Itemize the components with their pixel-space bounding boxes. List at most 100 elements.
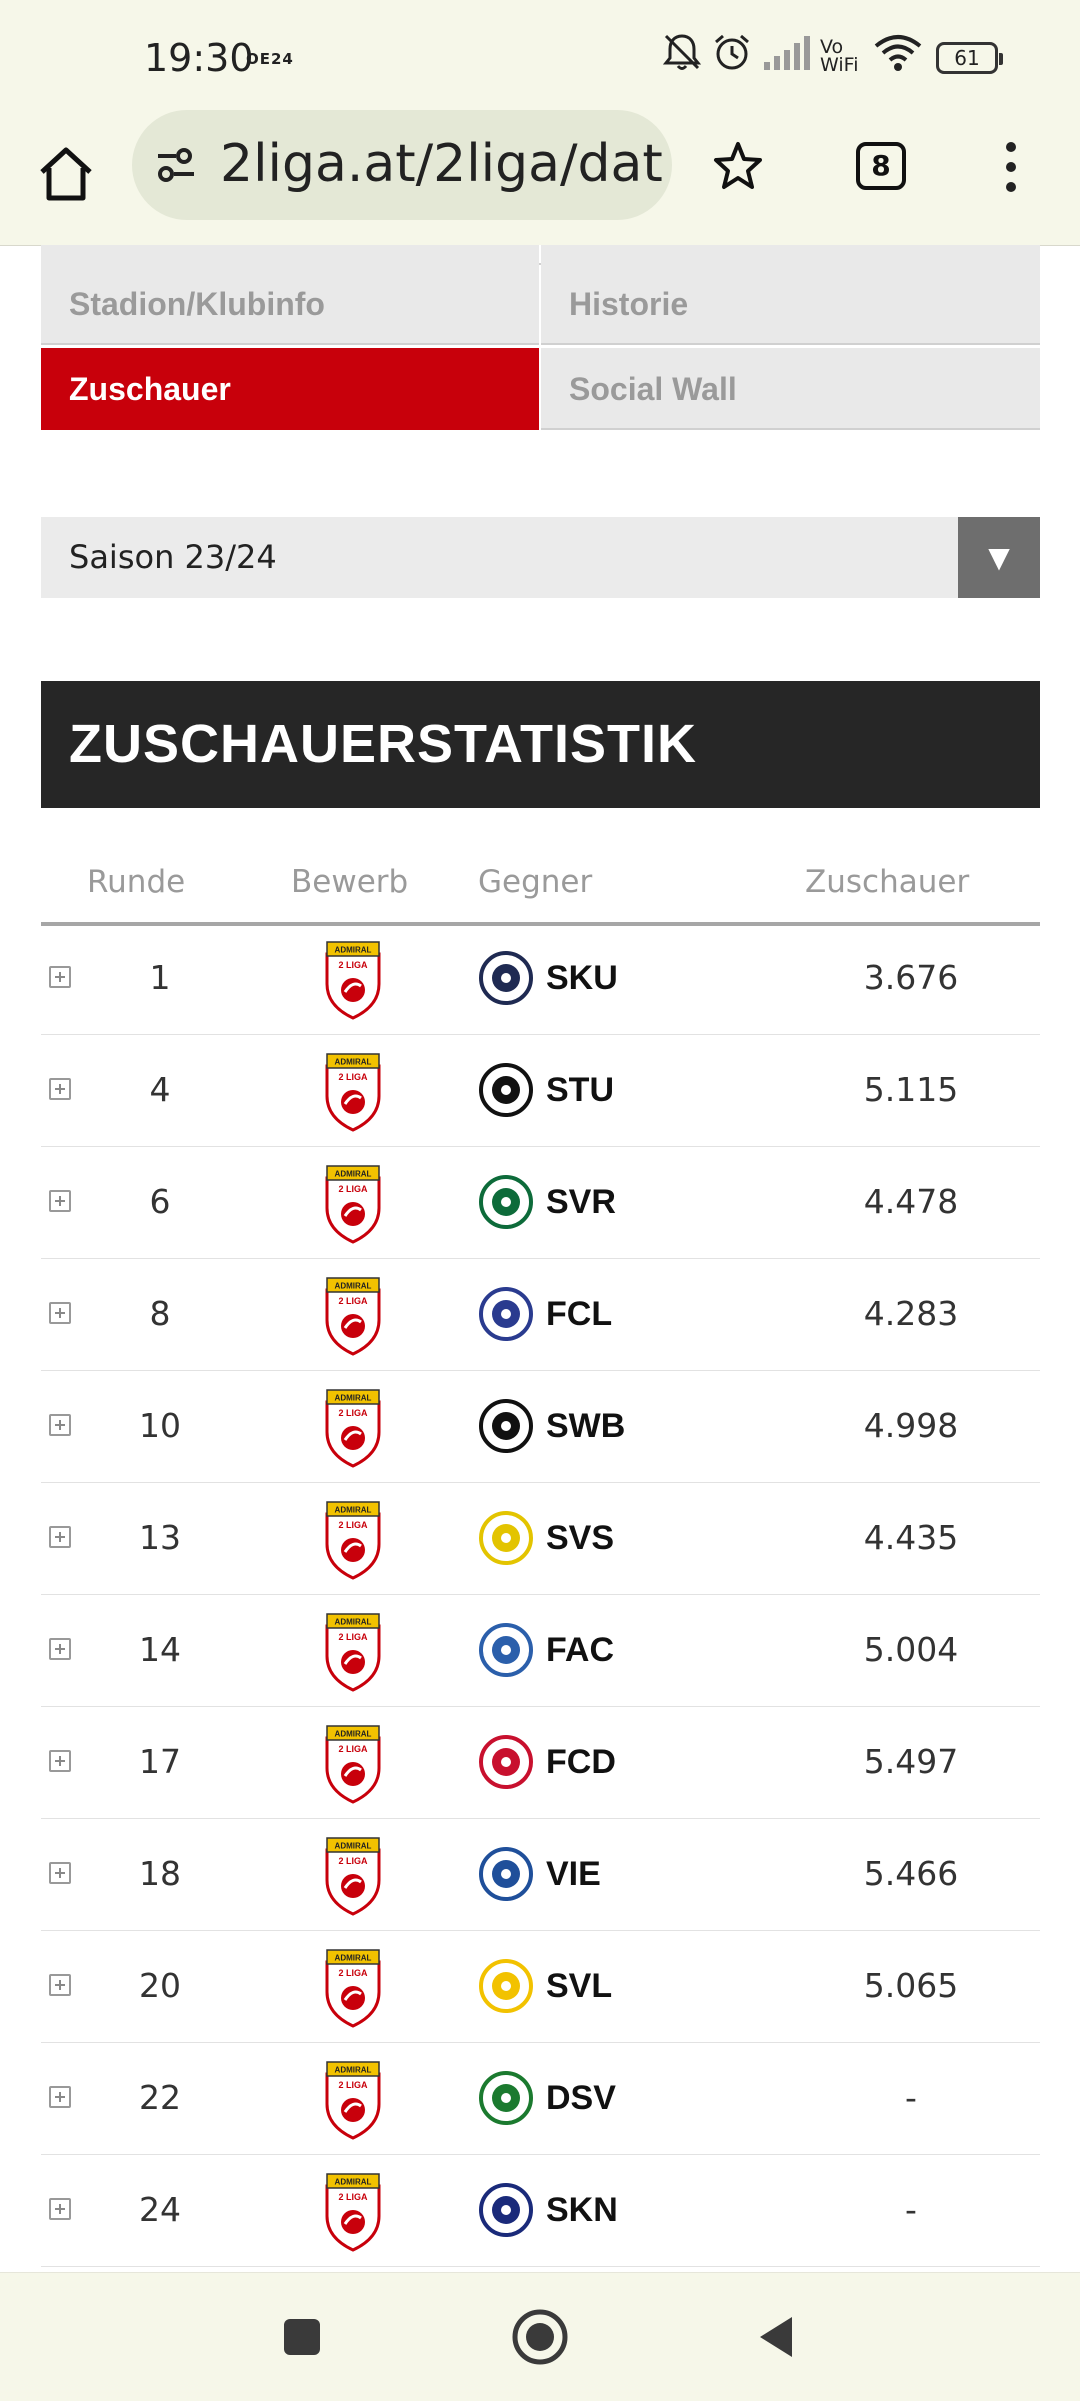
svl-crest-icon <box>479 1959 533 2013</box>
table-row[interactable]: 4 ADMIRAL 2 LIGA STU 5.115 <box>41 1034 1040 1147</box>
table-row[interactable]: 17 ADMIRAL 2 LIGA FCD 5.497 <box>41 1706 1040 1819</box>
cell-gegner: SKU <box>546 959 618 997</box>
clock: 19:30 <box>144 36 254 80</box>
section-heading: ZUSCHAUERSTATISTIK <box>41 681 1040 808</box>
svr-crest-icon <box>479 1175 533 1229</box>
swb-crest-icon <box>479 1399 533 1453</box>
table-row[interactable]: 6 ADMIRAL 2 LIGA SVR 4.478 <box>41 1146 1040 1259</box>
more-icon[interactable] <box>996 142 1026 202</box>
expand-icon[interactable] <box>49 2198 71 2220</box>
home-icon[interactable] <box>30 138 102 210</box>
cell-runde: 22 <box>139 2078 181 2117</box>
admiral-2-liga-logo-icon: ADMIRAL 2 LIGA <box>325 2173 381 2252</box>
url-text[interactable]: 2liga.at/2liga/dat <box>220 134 663 194</box>
svg-text:2 LIGA: 2 LIGA <box>338 2080 368 2090</box>
season-select[interactable]: Saison 23/24 ▼ <box>41 517 1040 598</box>
cell-gegner: FCD <box>546 1743 616 1781</box>
tabs-icon[interactable]: 8 <box>856 142 906 190</box>
svs-crest-icon <box>479 1511 533 1565</box>
cell-gegner: SVS <box>546 1519 615 1557</box>
header-gegner: Gegner <box>478 864 593 900</box>
expand-icon[interactable] <box>49 1414 71 1436</box>
vowifi-icon: Vo WiFi <box>820 36 859 76</box>
cell-zuschauer: 4.478 <box>863 1182 959 1221</box>
table-row[interactable]: 10 ADMIRAL 2 LIGA SWB 4.998 <box>41 1370 1040 1483</box>
svg-text:2 LIGA: 2 LIGA <box>338 1856 368 1866</box>
back-icon[interactable] <box>754 2313 798 2361</box>
star-icon[interactable] <box>710 138 766 194</box>
cell-gegner: SVL <box>546 1967 613 2005</box>
table-row[interactable]: 1 ADMIRAL 2 LIGA SKU 3.676 <box>41 922 1040 1035</box>
table-row[interactable]: 22 ADMIRAL 2 LIGA DSV - <box>41 2042 1040 2155</box>
expand-icon[interactable] <box>49 1526 71 1548</box>
svg-text:ADMIRAL: ADMIRAL <box>335 1170 372 1179</box>
cell-runde: 10 <box>139 1406 181 1445</box>
header-bewerb: Bewerb <box>291 864 409 900</box>
table-row[interactable]: 8 ADMIRAL 2 LIGA FCL 4.283 <box>41 1258 1040 1371</box>
tab-stadion-klubinfo[interactable]: Stadion/Klubinfo <box>41 263 539 345</box>
tab-historie[interactable]: Historie <box>541 263 1040 345</box>
recents-icon[interactable] <box>280 2315 324 2359</box>
subnav-strip <box>41 245 1040 265</box>
cell-gegner: VIE <box>546 1855 601 1893</box>
cell-gegner: SKN <box>546 2191 618 2229</box>
svg-text:ADMIRAL: ADMIRAL <box>335 1506 372 1515</box>
svg-text:2 LIGA: 2 LIGA <box>338 960 368 970</box>
cell-gegner: SVR <box>546 1183 616 1221</box>
svg-text:2 LIGA: 2 LIGA <box>338 1744 368 1754</box>
cell-runde: 18 <box>139 1854 181 1893</box>
table-row[interactable]: 18 ADMIRAL 2 LIGA VIE 5.466 <box>41 1818 1040 1931</box>
address-bar[interactable]: 2liga.at/2liga/dat <box>132 110 672 220</box>
fac-crest-icon <box>479 1623 533 1677</box>
admiral-2-liga-logo-icon: ADMIRAL 2 LIGA <box>325 2061 381 2140</box>
expand-icon[interactable] <box>49 1638 71 1660</box>
cell-runde: 1 <box>149 958 171 997</box>
site-settings-icon[interactable] <box>154 144 198 186</box>
sku-crest-icon <box>479 951 533 1005</box>
expand-icon[interactable] <box>49 1302 71 1324</box>
svg-text:ADMIRAL: ADMIRAL <box>335 2066 372 2075</box>
svg-text:ADMIRAL: ADMIRAL <box>335 1394 372 1403</box>
svg-text:2 LIGA: 2 LIGA <box>338 1520 368 1530</box>
table-row[interactable]: 20 ADMIRAL 2 LIGA SVL 5.065 <box>41 1930 1040 2043</box>
cell-runde: 20 <box>139 1966 181 2005</box>
cell-zuschauer: 5.065 <box>863 1966 959 2005</box>
oe24-notification-icon: OE24 <box>246 50 294 68</box>
alarm-icon <box>715 34 749 70</box>
cell-zuschauer: 5.004 <box>863 1630 959 1669</box>
cell-zuschauer: 4.998 <box>863 1406 959 1445</box>
wifi-icon <box>874 35 922 71</box>
admiral-2-liga-logo-icon: ADMIRAL 2 LIGA <box>325 1165 381 1244</box>
tab-zuschauer[interactable]: Zuschauer <box>41 348 539 430</box>
cell-zuschauer: - <box>905 2078 917 2117</box>
table-row[interactable]: 24 ADMIRAL 2 LIGA SKN - <box>41 2154 1040 2267</box>
expand-icon[interactable] <box>49 1862 71 1884</box>
page-title: ZUSCHAUERSTATISTIK <box>69 714 697 774</box>
home-icon[interactable] <box>510 2307 570 2367</box>
expand-icon[interactable] <box>49 1078 71 1100</box>
vie-crest-icon <box>479 1847 533 1901</box>
expand-icon[interactable] <box>49 1190 71 1212</box>
tab-social-wall[interactable]: Social Wall <box>541 348 1040 430</box>
expand-icon[interactable] <box>49 966 71 988</box>
status-bar: 19:30 OE24 Vo WiFi 61 <box>0 0 1080 110</box>
table-row[interactable]: 14 ADMIRAL 2 LIGA FAC 5.004 <box>41 1594 1040 1707</box>
cell-runde: 14 <box>139 1630 181 1669</box>
svg-text:ADMIRAL: ADMIRAL <box>335 1058 372 1067</box>
expand-icon[interactable] <box>49 2086 71 2108</box>
svg-text:2 LIGA: 2 LIGA <box>338 1408 368 1418</box>
expand-icon[interactable] <box>49 1974 71 1996</box>
cell-gegner: SWB <box>546 1407 626 1445</box>
chevron-down-icon[interactable]: ▼ <box>958 517 1040 598</box>
admiral-2-liga-logo-icon: ADMIRAL 2 LIGA <box>325 1725 381 1804</box>
cell-gegner: FAC <box>546 1631 614 1669</box>
svg-text:2 LIGA: 2 LIGA <box>338 1968 368 1978</box>
cell-zuschauer: 4.283 <box>863 1294 959 1333</box>
svg-text:2 LIGA: 2 LIGA <box>338 1296 368 1306</box>
admiral-2-liga-logo-icon: ADMIRAL 2 LIGA <box>325 1613 381 1692</box>
sturm-crest-icon <box>479 1063 533 1117</box>
cell-runde: 24 <box>139 2190 181 2229</box>
table-row[interactable]: 13 ADMIRAL 2 LIGA SVS 4.435 <box>41 1482 1040 1595</box>
svg-text:2 LIGA: 2 LIGA <box>338 1184 368 1194</box>
expand-icon[interactable] <box>49 1750 71 1772</box>
